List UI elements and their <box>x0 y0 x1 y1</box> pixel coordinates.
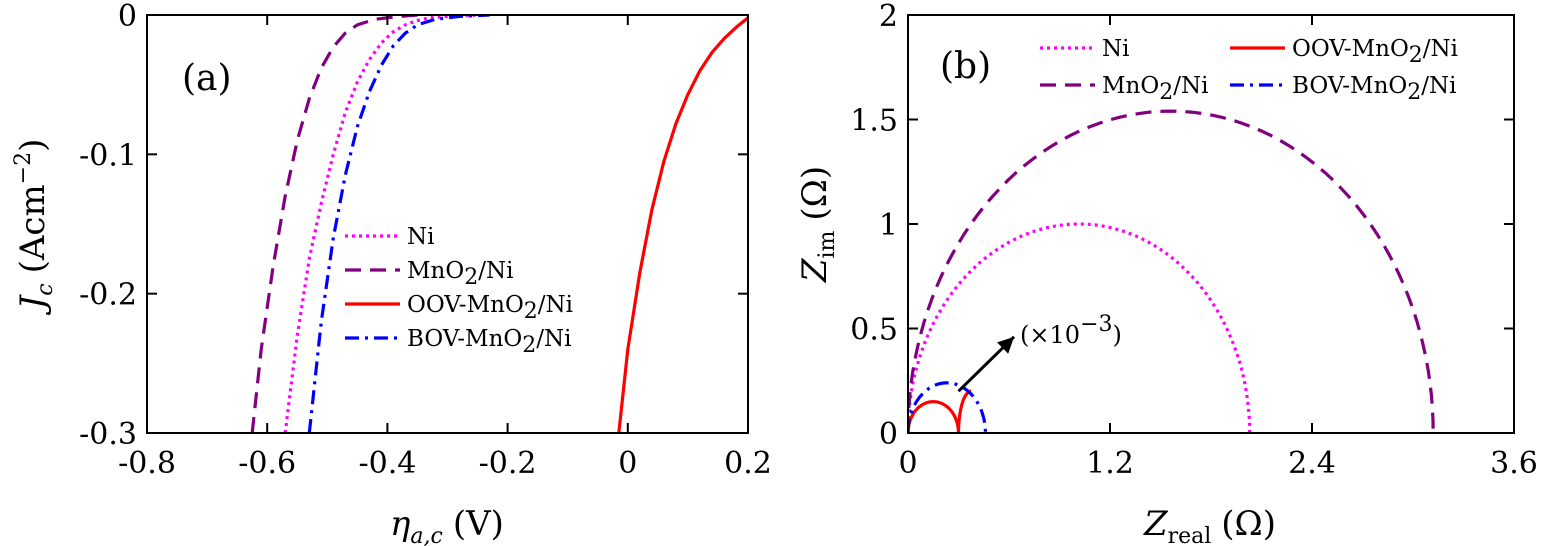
x-tick-label: -0.6 <box>238 446 296 481</box>
x-label-unit-b: (Ω) <box>1221 504 1276 544</box>
ticks-b: 0 1.2 2.4 3.6 0 0.5 1 1.5 2 <box>850 0 1538 481</box>
y-tick-label: 2 <box>879 0 898 34</box>
y-label-main-b: Z <box>795 257 835 283</box>
y-tick-label: -0.3 <box>79 417 137 452</box>
x-tick-label: 2.4 <box>1288 446 1336 481</box>
series-line-oov <box>617 16 748 433</box>
annotation-arrow-head <box>997 336 1015 354</box>
series-arc-mno2 <box>908 109 1435 433</box>
annotation-b: (×10−3) <box>957 312 1122 393</box>
y-tick-label: 0 <box>118 0 137 34</box>
x-label-sub-a: a,c <box>410 524 442 546</box>
y-tick-label: 1 <box>879 208 898 243</box>
y-label-exp-a: −2 <box>11 152 36 184</box>
x-tick-label: 1.2 <box>1086 446 1134 481</box>
x-axis-label-a: ηa,c (V) <box>390 504 504 546</box>
legend-label: Ni <box>407 224 434 250</box>
plot-area-b <box>908 109 1435 433</box>
panel-label-b: (b) <box>940 46 991 87</box>
x-tick-label: -0.4 <box>358 446 416 481</box>
legend-label: Ni <box>1102 36 1129 62</box>
x-tick-label: 3.6 <box>1490 446 1538 481</box>
y-label-sub-a: c <box>33 283 58 295</box>
y-label-close-a: ) <box>13 139 53 152</box>
annotation-label: (×10−3) <box>1020 312 1122 349</box>
y-tick-label: 0 <box>879 417 898 452</box>
series-arc-ni <box>908 222 1252 433</box>
panel-label-a: (a) <box>182 58 232 99</box>
x-tick-label: 0 <box>898 446 917 481</box>
y-tick-label: 1.5 <box>850 104 898 139</box>
x-label-sub-b: real <box>1168 524 1212 546</box>
series-arc2-oov <box>956 389 972 433</box>
y-tick-label: -0.1 <box>79 138 137 173</box>
x-label-main-a: η <box>390 504 411 544</box>
x-label-unit-a: (V) <box>453 504 504 544</box>
legend-label: BOV-MnO2/Ni <box>1292 73 1457 105</box>
legend-label: OOV-MnO2/Ni <box>1292 36 1458 68</box>
x-tick-label: 0.2 <box>724 446 772 481</box>
legend-b: Ni MnO2/Ni OOV-MnO2/Ni BOV-MnO2/Ni <box>1040 36 1458 105</box>
y-label-sub-b: im <box>815 230 840 258</box>
series-line-bov <box>307 15 490 433</box>
series-arc-oov <box>908 399 961 433</box>
chart-panel-b: 0 1.2 2.4 3.6 0 0.5 1 1.5 2 (b) Ni MnO2/Ni OOV-MnO… <box>795 0 1538 546</box>
legend-label: OOV-MnO2/Ni <box>407 292 573 324</box>
x-axis-label-b: Zreal (Ω) <box>1143 504 1276 546</box>
legend-label: MnO2/Ni <box>1102 73 1208 105</box>
legend-label: BOV-MnO2/Ni <box>407 326 572 358</box>
y-label-main-a: J <box>13 293 53 315</box>
series-arc-bov <box>908 381 987 433</box>
y-axis-label-b: Zim (Ω) <box>795 166 840 283</box>
legend-label: MnO2/Ni <box>407 258 513 290</box>
y-label-unit-a: (Acm <box>13 184 53 273</box>
axes-frame-a <box>146 14 749 434</box>
y-label-unit-b: (Ω) <box>795 166 835 221</box>
ticks-a: -0.8 -0.6 -0.4 -0.2 0 0.2 0 -0.1 -0.2 -0.3 <box>79 0 772 481</box>
y-tick-label: 0.5 <box>850 313 898 348</box>
plot-area-a <box>250 15 748 433</box>
x-tick-label: 0 <box>618 446 637 481</box>
x-tick-label: -0.8 <box>118 446 176 481</box>
x-label-main-b: Z <box>1143 504 1169 544</box>
y-tick-label: -0.2 <box>79 278 137 313</box>
chart-panel-a: -0.8 -0.6 -0.4 -0.2 0 0.2 0 -0.1 -0.2 -0.3 (a) Ni… <box>11 0 772 546</box>
series-line-ni <box>283 15 478 433</box>
x-tick-label: -0.2 <box>479 446 537 481</box>
y-axis-label-a: Jc (Acm−2) <box>11 139 58 316</box>
